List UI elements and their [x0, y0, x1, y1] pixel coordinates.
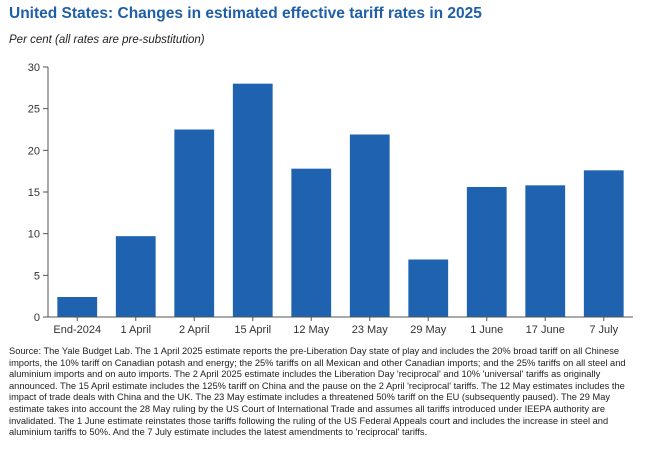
- bar: [174, 129, 215, 317]
- bar-chart: 0 5 10 15 20 25 30 End-2024 1 April 2 April 15 Ap…: [28, 62, 633, 336]
- x-tick-label: 29 May: [410, 324, 447, 336]
- chart-subtitle: Per cent (all rates are pre-substitution…: [9, 34, 205, 46]
- y-tick-label: 15: [28, 187, 40, 199]
- bars: [57, 83, 624, 317]
- bar: [349, 134, 390, 317]
- chart-title: United States: Changes in estimated effe…: [9, 5, 482, 22]
- y-tick-label: 30: [28, 62, 40, 74]
- y-tick-label: 20: [28, 145, 40, 157]
- x-tick-label: 7 July: [589, 324, 618, 336]
- bar: [291, 168, 332, 317]
- y-tick-label: 5: [34, 270, 40, 282]
- bar: [57, 297, 98, 317]
- y-axis-ticks: 0 5 10 15 20 25 30: [28, 62, 48, 324]
- y-tick-label: 10: [28, 229, 40, 241]
- x-tick-label: 12 May: [293, 324, 330, 336]
- bar: [583, 170, 624, 317]
- bar: [115, 236, 156, 317]
- x-tick-label: 23 May: [352, 324, 389, 336]
- y-tick-label: 25: [28, 104, 40, 116]
- bar: [232, 83, 273, 317]
- x-tick-label: 17 June: [526, 324, 565, 336]
- x-tick-label: End-2024: [53, 324, 101, 336]
- y-tick-label: 0: [34, 312, 40, 324]
- bar: [408, 259, 449, 317]
- x-tick-label: 15 April: [234, 324, 271, 336]
- x-axis-labels: End-2024 1 April 2 April 15 April 12 May 23 M…: [53, 317, 619, 336]
- source-note: Source: The Yale Budget Lab. The 1 April…: [9, 346, 626, 438]
- x-tick-label: 2 April: [179, 324, 210, 336]
- bar: [525, 185, 566, 317]
- x-tick-label: 1 June: [470, 324, 503, 336]
- bar: [466, 187, 507, 317]
- x-tick-label: 1 April: [120, 324, 151, 336]
